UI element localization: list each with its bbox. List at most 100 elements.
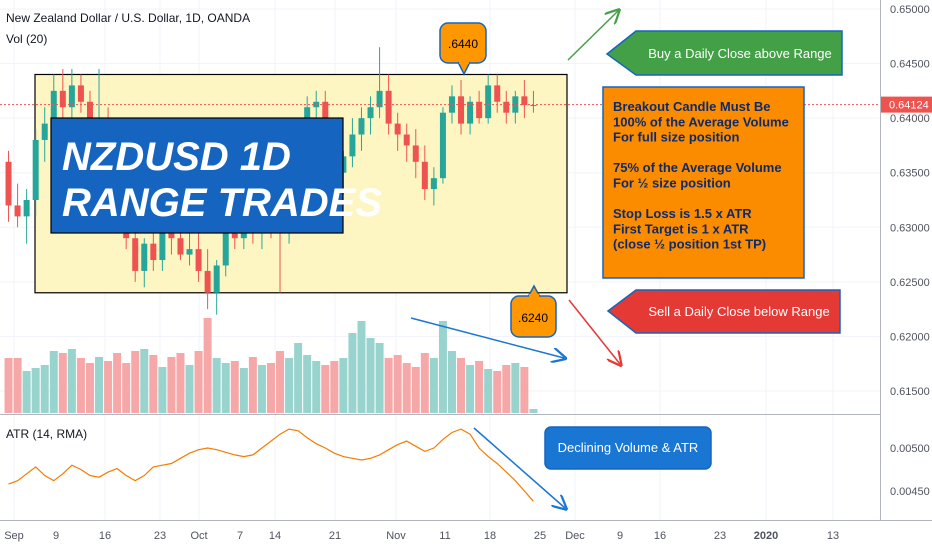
- rules-line: Stop Loss is 1.5 x ATR: [613, 206, 752, 221]
- buy-box: Buy a Daily Close above Range: [605, 30, 843, 76]
- candle: [32, 129, 39, 217]
- buy-box-label: Buy a Daily Close above Range: [648, 46, 832, 61]
- bottom-callout-label: .6240: [518, 311, 548, 325]
- rules-line: 100% of the Average Volume: [613, 114, 789, 129]
- volume-bar: [420, 353, 429, 413]
- price-tick: 0.63500: [890, 168, 930, 180]
- volume-bar: [149, 355, 158, 413]
- volume-bar: [266, 363, 275, 413]
- candle: [14, 183, 21, 228]
- volume-bar: [484, 369, 493, 413]
- rules-box: [602, 86, 805, 279]
- volume-bar: [429, 358, 438, 413]
- volume-bar: [185, 365, 194, 413]
- price-tick: 0.61500: [890, 386, 930, 398]
- time-tick: 14: [269, 530, 281, 542]
- current-price-label: 0.64124: [889, 100, 929, 112]
- volume-bar: [330, 361, 339, 413]
- time-tick: 9: [617, 530, 623, 542]
- time-tick: 13: [827, 530, 839, 542]
- declining-box-label: Declining Volume & ATR: [558, 440, 699, 455]
- volume-label: Vol (20): [6, 32, 47, 46]
- price-tick: 0.63000: [890, 222, 930, 234]
- volume-bar: [49, 351, 58, 413]
- price-tick: 0.64000: [890, 113, 930, 125]
- time-tick: 23: [714, 530, 726, 542]
- candle: [394, 112, 401, 151]
- price-tick: 0.62500: [890, 277, 930, 289]
- volume-bar: [438, 321, 447, 413]
- time-tick: Nov: [386, 530, 406, 542]
- volume-bar: [113, 353, 122, 413]
- volume-bar: [493, 371, 502, 413]
- current-price-badge: [881, 96, 932, 113]
- volume-bar: [13, 358, 22, 413]
- candle: [421, 145, 428, 200]
- rules-line: Breakout Candle Must Be: [613, 99, 770, 114]
- atr-line: [8, 428, 534, 502]
- volume-bar: [194, 351, 203, 413]
- candle: [367, 96, 374, 135]
- candle: [59, 69, 66, 119]
- candle: [213, 260, 220, 315]
- candle: [503, 90, 510, 124]
- volume-bar: [402, 363, 411, 413]
- volume-bar: [221, 363, 230, 413]
- volume-bar: [131, 351, 140, 413]
- candle: [77, 74, 84, 113]
- volume-bar: [321, 365, 330, 413]
- time-tick: 11: [439, 530, 450, 542]
- volume-bar: [294, 343, 303, 413]
- time-axis: Sep 9 16 23 Oct 7 14 21 Nov 11 18 25 Dec 9 16 23 2020 13: [4, 530, 839, 542]
- volume-bar: [140, 349, 149, 413]
- volume-bar: [303, 355, 312, 413]
- volume-bar: [466, 365, 475, 413]
- top-callout: .6440: [439, 22, 487, 76]
- candle: [141, 238, 148, 288]
- volume-bar: [475, 361, 484, 413]
- candle: [195, 232, 202, 282]
- time-tick: 16: [654, 530, 666, 542]
- volume-bar: [158, 367, 167, 413]
- buy-arrow: [567, 11, 618, 61]
- volume-bar: [520, 367, 529, 413]
- time-tick: 23: [154, 530, 166, 542]
- rules-line: For ½ size position: [613, 176, 731, 191]
- candle: [494, 74, 501, 113]
- candle: [485, 74, 492, 124]
- volume-bar: [339, 358, 348, 413]
- candle: [412, 129, 419, 179]
- candle: [521, 79, 528, 119]
- top-callout-label: .6440: [448, 37, 478, 51]
- time-tick: 25: [534, 530, 546, 542]
- volume-bar: [357, 321, 366, 413]
- candle: [23, 189, 30, 244]
- volume-bar: [511, 363, 520, 413]
- volume-bar: [203, 318, 212, 413]
- volume-bar: [285, 358, 294, 413]
- volume-bar: [22, 371, 31, 413]
- time-tick: 18: [484, 530, 496, 542]
- rules-line: 75% of the Average Volume: [613, 160, 782, 175]
- volume-bar: [58, 353, 67, 413]
- volume-bar: [257, 365, 266, 413]
- title-line-1: NZDUSD 1D: [62, 135, 291, 179]
- candle: [376, 47, 383, 119]
- candle: [439, 107, 446, 184]
- time-tick: 21: [329, 530, 341, 542]
- candle: [467, 96, 474, 135]
- atr-tick: 0.00500: [890, 443, 930, 455]
- title-line-2: RANGE TRADES: [62, 181, 382, 225]
- rules-line: (close ½ position 1st TP): [613, 237, 766, 252]
- time-tick: 9: [53, 530, 59, 542]
- volume-bar: [366, 338, 375, 413]
- candle: [458, 79, 465, 135]
- price-axis: 0.65000 0.64500 0.64000 0.63500 0.63000 0.625…: [890, 4, 930, 398]
- volume-bar: [447, 351, 456, 413]
- bottom-callout: .6240: [510, 284, 557, 338]
- time-tick: 7: [237, 530, 243, 542]
- volume-bars: [4, 318, 538, 413]
- candle: [430, 167, 437, 206]
- candle: [403, 123, 410, 162]
